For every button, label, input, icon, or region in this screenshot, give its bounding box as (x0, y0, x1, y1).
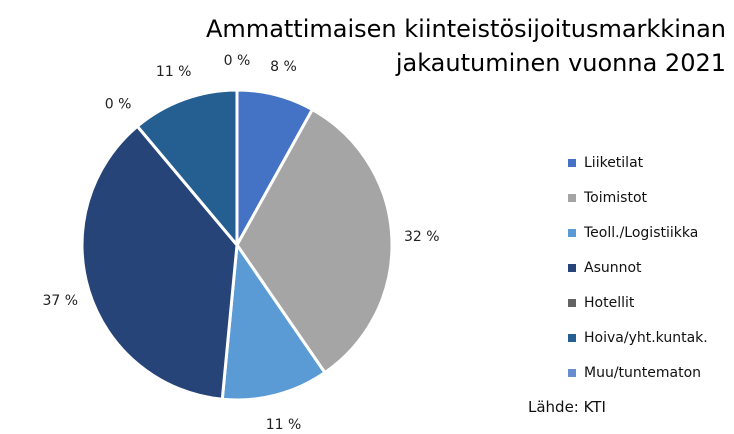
pie-slice-asunnot (80, 124, 239, 401)
legend-swatch (568, 333, 576, 342)
legend-label: Asunnot (584, 259, 642, 276)
pie-data-labels: 8 % 32 % 11 % 37 % 0 % 11 % 0 % (43, 53, 440, 433)
legend-item-muu-tuntematon: Muu/tuntematon (568, 355, 708, 390)
pie-slice-hoiva-yht-kuntak (135, 88, 239, 250)
data-label-hoiva-yht-kuntak: 11 % (156, 64, 192, 80)
chart-title-line-2: jakautuminen vuonna 2021 (395, 49, 726, 77)
legend-label: Teoll./Logistiikka (584, 224, 699, 241)
data-label-hotellit: 0 % (105, 96, 132, 112)
legend-item-hotellit: Hotellit (568, 285, 708, 320)
data-label-muu-tuntematon: 0 % (224, 53, 251, 69)
legend-item-hoiva-yht-kuntak: Hoiva/yht.kuntak. (568, 320, 708, 355)
legend-swatch (568, 368, 576, 377)
legend-item-asunnot: Asunnot (568, 250, 708, 285)
data-label-asunnot: 37 % (43, 293, 79, 309)
legend-item-teoll-logistiikka: Teoll./Logistiikka (568, 215, 708, 250)
legend: Liiketilat Toimistot Teoll./Logistiikka Asu… (568, 145, 708, 390)
legend-label: Liiketilat (584, 154, 644, 171)
legend-swatch (568, 193, 576, 202)
pie-slice-teoll-logistiikka (220, 240, 327, 402)
legend-label: Muu/tuntematon (584, 364, 702, 381)
legend-label: Toimistot (584, 189, 647, 206)
pie-slices (80, 88, 394, 402)
data-label-teoll-logistiikka: 11 % (266, 417, 302, 433)
legend-label: Hotellit (584, 294, 635, 311)
legend-swatch (568, 158, 576, 167)
chart-title: Ammattimaisen kiinteistösijoitusmarkkina… (166, 12, 726, 80)
chart-title-line-1: Ammattimaisen kiinteistösijoitusmarkkina… (206, 15, 726, 43)
legend-item-toimistot: Toimistot (568, 180, 708, 215)
legend-swatch (568, 228, 576, 237)
data-label-toimistot: 32 % (404, 229, 440, 245)
legend-swatch (568, 298, 576, 307)
legend-label: Hoiva/yht.kuntak. (584, 329, 708, 346)
legend-item-liiketilat: Liiketilat (568, 145, 708, 180)
source-note: Lähde: KTI (528, 398, 606, 416)
data-label-liiketilat: 8 % (270, 59, 297, 75)
pie-slice-toimistot (235, 107, 394, 375)
legend-swatch (568, 263, 576, 272)
